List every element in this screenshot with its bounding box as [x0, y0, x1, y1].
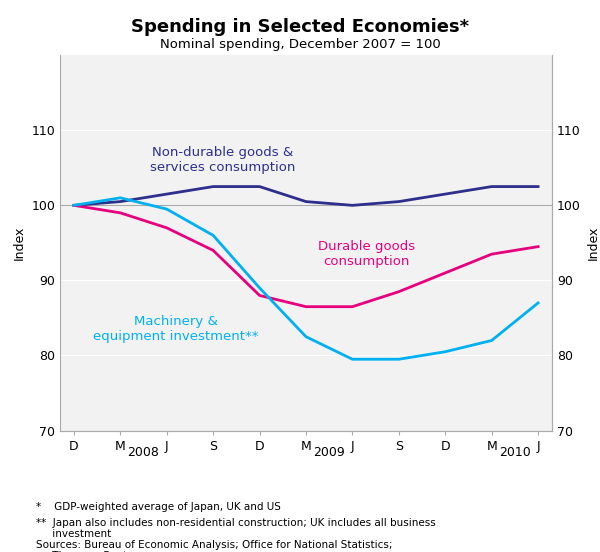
Text: Nominal spending, December 2007 = 100: Nominal spending, December 2007 = 100 — [160, 38, 440, 51]
Text: 2009: 2009 — [313, 445, 345, 459]
Text: Sources: Bureau of Economic Analysis; Office for National Statistics;
     Thoms: Sources: Bureau of Economic Analysis; Of… — [36, 540, 392, 552]
Text: **  Japan also includes non-residential construction; UK includes all business
 : ** Japan also includes non-residential c… — [36, 518, 436, 539]
Text: 2008: 2008 — [128, 445, 160, 459]
Y-axis label: Index: Index — [13, 226, 26, 260]
Text: Durable goods
consumption: Durable goods consumption — [318, 240, 415, 268]
Text: Spending in Selected Economies*: Spending in Selected Economies* — [131, 18, 469, 36]
Text: Machinery &
equipment investment**: Machinery & equipment investment** — [93, 315, 259, 343]
Text: Non-durable goods &
services consumption: Non-durable goods & services consumption — [150, 146, 295, 174]
Y-axis label: Index: Index — [586, 226, 599, 260]
Text: 2010: 2010 — [499, 445, 531, 459]
Text: *    GDP-weighted average of Japan, UK and US: * GDP-weighted average of Japan, UK and … — [36, 502, 281, 512]
